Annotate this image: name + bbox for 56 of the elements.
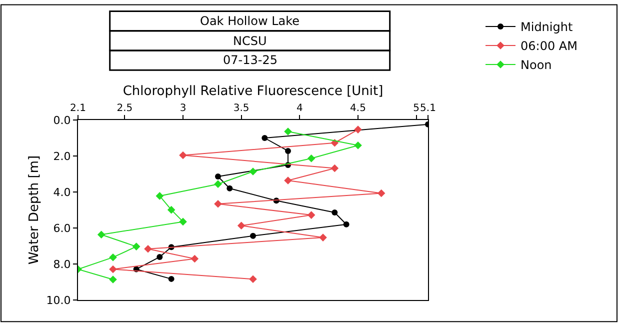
y-tick-label: 10.0 — [46, 294, 71, 307]
point — [354, 126, 362, 134]
point — [168, 276, 174, 282]
point — [179, 218, 187, 226]
x-tick-label: 5 — [413, 103, 420, 114]
legend-label: Midnight — [520, 20, 573, 34]
point — [179, 151, 187, 160]
point — [109, 253, 117, 262]
point — [214, 200, 222, 208]
point — [109, 265, 117, 274]
x-axis-title: Chlorophyll Relative Fluorescence [Unit] — [122, 84, 384, 99]
point — [307, 154, 316, 162]
point — [144, 244, 152, 253]
point — [156, 254, 163, 260]
point — [354, 141, 362, 150]
point — [214, 180, 222, 188]
point — [377, 189, 386, 198]
point — [156, 192, 164, 200]
point — [97, 230, 106, 239]
y-axis-title: Water Depth [m] — [27, 155, 42, 265]
y-tick-label: 6.0 — [53, 222, 71, 235]
point — [284, 176, 292, 184]
point — [307, 211, 316, 219]
y-tick-label: 4.0 — [53, 186, 71, 199]
point — [249, 168, 257, 176]
point — [109, 276, 117, 284]
x-tick-label: 2.5 — [116, 103, 133, 114]
point — [237, 222, 246, 230]
legend-label: 06:00 AM — [520, 39, 578, 54]
text: 07-13-25 — [223, 53, 278, 67]
x-tick-label: 4.5 — [350, 103, 366, 114]
x-tick-label: 5.1 — [420, 103, 436, 114]
x-tick-label: 2.1 — [70, 103, 86, 114]
point — [190, 254, 199, 263]
point — [330, 164, 339, 172]
x-tick-label: 3 — [180, 103, 186, 114]
point — [262, 135, 268, 141]
x-tick-label: 3.5 — [233, 103, 250, 114]
point — [319, 234, 327, 242]
point — [215, 174, 221, 180]
y-tick-label: 2.0 — [53, 150, 71, 163]
point — [132, 242, 140, 250]
y-tick-label: 8.0 — [53, 258, 71, 271]
x-tick-label: 4 — [296, 103, 303, 114]
chart-subtitle: NCSU — [233, 34, 267, 48]
point — [285, 148, 291, 154]
point — [167, 206, 176, 214]
point — [249, 275, 257, 284]
point — [332, 210, 338, 216]
legend-label: Noon — [520, 58, 552, 72]
point — [250, 232, 256, 239]
chart-title: Oak Hollow Lake — [200, 14, 300, 28]
point — [284, 128, 292, 136]
y-tick-label: 0.0 — [53, 114, 71, 127]
point — [343, 221, 350, 228]
point — [226, 185, 233, 192]
